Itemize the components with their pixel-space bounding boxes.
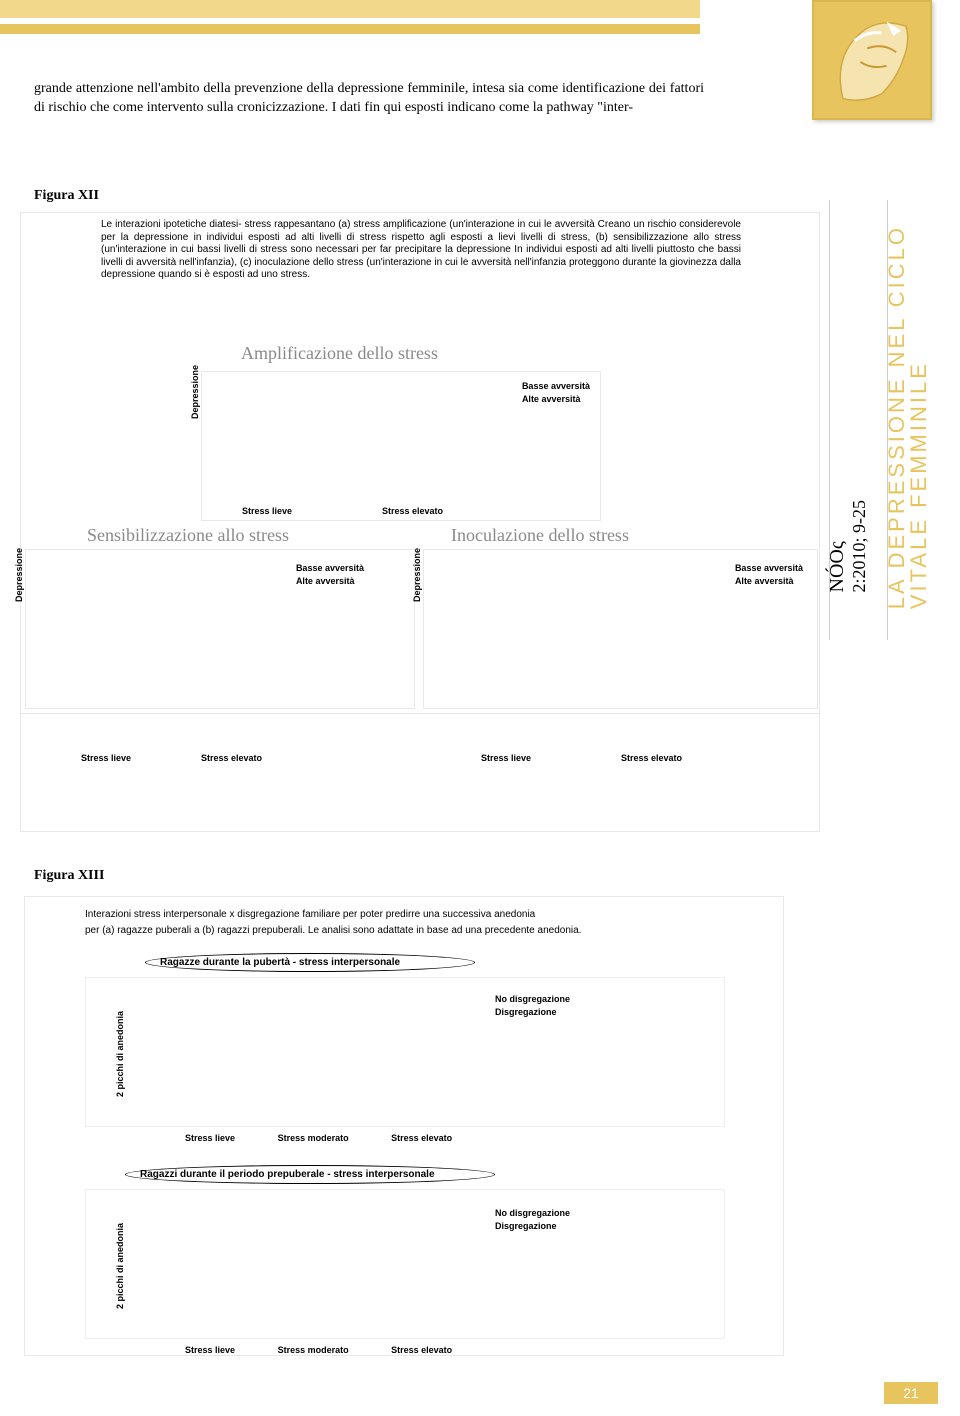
yaxis-label: Depressione bbox=[412, 548, 422, 602]
figure13-desc-line2: per (a) ragazze puberali a (b) ragazzi p… bbox=[85, 925, 581, 936]
legend-high: Alte avversità bbox=[735, 575, 803, 588]
xlabel-high: Stress elevato bbox=[391, 1345, 452, 1355]
chart-legend: Basse avversità Alte avversità bbox=[735, 562, 803, 587]
body-text-content: grande attenzione nell'ambito della prev… bbox=[34, 81, 704, 115]
xlabel-high: Stress elevato bbox=[391, 1133, 452, 1143]
chart-panel-girls bbox=[85, 977, 725, 1127]
xlabel-low: Stress lieve bbox=[481, 753, 531, 763]
xlabel-high: Stress elevato bbox=[201, 753, 262, 763]
xlabel-low: Stress lieve bbox=[242, 506, 292, 516]
chart-legend: No disgregazione Disgregazione bbox=[495, 993, 570, 1018]
xlabel-mid: Stress moderato bbox=[278, 1133, 349, 1143]
yaxis-label: Depressione bbox=[14, 548, 24, 602]
legend-no: No disgregazione bbox=[495, 1207, 570, 1220]
page-number: 21 bbox=[884, 1382, 938, 1404]
corner-illustration bbox=[812, 0, 932, 120]
yaxis-label: Depressione bbox=[190, 365, 200, 419]
xaxis-labels: Stress lieve Stress moderato Stress elev… bbox=[185, 1133, 492, 1143]
panel1-title-oval: Ragazze durante la pubertà - stress inte… bbox=[145, 953, 475, 972]
citation-ref: 2:2010; 9-25 bbox=[849, 500, 869, 593]
sidebar-citation: NÓOς 2:2010; 9-25 bbox=[826, 500, 870, 593]
chart-sensitization: Depressione Basse avversità Alte avversi… bbox=[25, 549, 415, 709]
xlabel-high: Stress elevato bbox=[382, 506, 443, 516]
chart-legend: Basse avversità Alte avversità bbox=[296, 562, 364, 587]
xlabel-high: Stress elevato bbox=[621, 753, 682, 763]
sidebar-title-line2: VITALE FEMMINILE bbox=[906, 361, 931, 609]
figure13-description: Interazioni stress interpersonale x disg… bbox=[85, 907, 725, 939]
xlabel-low: Stress lieve bbox=[81, 753, 131, 763]
legend-no: No disgregazione bbox=[495, 993, 570, 1006]
yaxis-label: 2 picchi di anedonia bbox=[115, 1223, 125, 1309]
legend-yes: Disgregazione bbox=[495, 1006, 570, 1019]
chart-legend: No disgregazione Disgregazione bbox=[495, 1207, 570, 1232]
figure12-bottom-divider bbox=[21, 713, 819, 714]
chart-legend: Basse avversità Alte avversità bbox=[522, 380, 590, 405]
chart-title-sensitization: Sensibilizzazione allo stress bbox=[87, 525, 289, 546]
figure13-desc-line1: Interazioni stress interpersonale x disg… bbox=[85, 909, 535, 920]
figure12-caption: Figura XII bbox=[34, 188, 99, 204]
figure13-caption: Figura XIII bbox=[34, 868, 104, 884]
sidebar-section-title: LA DEPRESSIONE NEL CICLO VITALE FEMMINIL… bbox=[886, 225, 930, 609]
xlabel-low: Stress lieve bbox=[185, 1133, 235, 1143]
legend-low: Basse avversità bbox=[735, 562, 803, 575]
legend-yes: Disgregazione bbox=[495, 1220, 570, 1233]
xlabel-low: Stress lieve bbox=[185, 1345, 235, 1355]
chart-amplification: Depressione Basse avversità Alte avversi… bbox=[201, 371, 601, 521]
panel2-title-oval: Ragazzi durante il periodo prepuberale -… bbox=[125, 1165, 495, 1184]
legend-high: Alte avversità bbox=[296, 575, 364, 588]
legend-high: Alte avversità bbox=[522, 393, 590, 406]
header-bar-dark bbox=[0, 24, 700, 34]
xaxis-labels: Stress lieve Stress moderato Stress elev… bbox=[185, 1345, 492, 1355]
figure12-container: Le interazioni ipotetiche diatesi- stres… bbox=[20, 212, 820, 832]
body-paragraph: grande attenzione nell'ambito della prev… bbox=[34, 80, 704, 118]
citation-journal: NÓOς bbox=[826, 541, 848, 592]
figure12-description: Le interazioni ipotetiche diatesi- stres… bbox=[101, 219, 741, 282]
legend-low: Basse avversità bbox=[522, 380, 590, 393]
chart-inoculation: Depressione Basse avversità Alte avversi… bbox=[423, 549, 818, 709]
chart-title-inoculation: Inoculazione dello stress bbox=[451, 525, 629, 546]
xlabel-mid: Stress moderato bbox=[278, 1345, 349, 1355]
legend-low: Basse avversità bbox=[296, 562, 364, 575]
figure13-container: Interazioni stress interpersonale x disg… bbox=[24, 896, 784, 1356]
header-bar-light bbox=[0, 0, 700, 18]
chart-title-amplification: Amplificazione dello stress bbox=[241, 343, 438, 364]
yaxis-label: 2 picchi di anedonia bbox=[115, 1011, 125, 1097]
chart-panel-boys bbox=[85, 1189, 725, 1339]
